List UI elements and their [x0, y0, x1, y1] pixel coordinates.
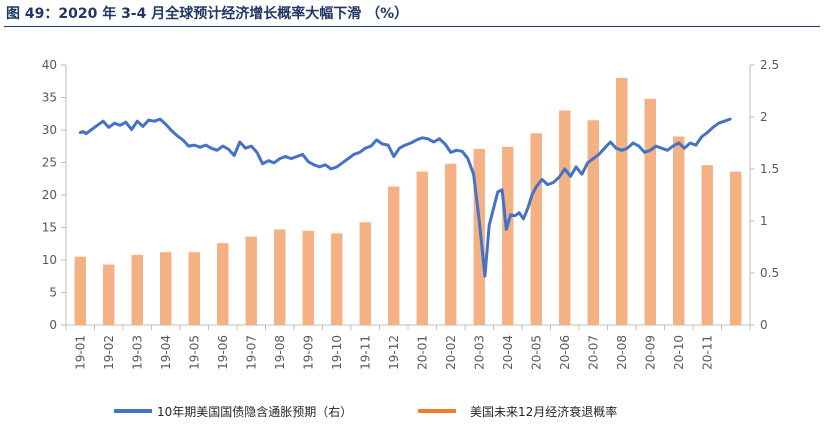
x-tick-label: 20-09 [643, 335, 657, 370]
chart-axes [61, 64, 755, 330]
legend-line-label: 10年期美国国债隐含通胀预期（右） [157, 404, 352, 419]
x-tick-label: 19-04 [159, 335, 173, 370]
bar-20-04 [502, 146, 514, 325]
bar-19-02 [103, 264, 115, 325]
x-tick-label: 19-03 [130, 335, 144, 370]
left-y-tick-label: 25 [42, 156, 57, 170]
inflation-expectation-line [78, 117, 732, 278]
bar-19-06 [217, 243, 229, 325]
left-y-tick-label: 35 [42, 91, 57, 105]
line-series [78, 117, 732, 278]
x-tick-label: 19-05 [187, 335, 201, 370]
x-tick-label: 20-08 [615, 335, 629, 370]
x-tick-label: 19-01 [73, 335, 87, 370]
bar-19-01 [74, 256, 86, 325]
right-y-tick-label: 2.5 [760, 58, 779, 72]
combo-chart: 0 5 10 15 20 25 30 35 40 0 0.5 1 1.5 2 2.5 19-01 19-02 19… [42, 58, 779, 419]
bar-20-11 [701, 165, 713, 325]
left-y-tick-label: 40 [42, 58, 57, 72]
title-divider [4, 26, 820, 27]
bar-19-10 [331, 233, 343, 325]
bar-19-03 [131, 254, 143, 325]
bar-20-07 [587, 120, 599, 325]
bar-20-06 [559, 110, 571, 325]
x-tick-label: 20-06 [558, 335, 572, 370]
bar-20-10 [673, 136, 685, 325]
x-tick-label: 19-07 [244, 335, 258, 370]
x-tick-label: 20-04 [501, 335, 515, 370]
bar-19-05 [188, 252, 200, 325]
left-y-tick-label: 20 [42, 188, 57, 202]
x-tick-label: 20-10 [672, 335, 686, 370]
left-y-tick-label: 5 [49, 286, 57, 300]
right-y-tick-label: 1.5 [760, 162, 779, 176]
right-y-tick-label: 2 [760, 110, 768, 124]
bar-20-12 [730, 171, 742, 325]
bar-20-03 [473, 148, 485, 325]
bar-20-09 [644, 98, 656, 325]
chart-container: 0 5 10 15 20 25 30 35 40 0 0.5 1 1.5 2 2.5 19-01 19-02 19… [0, 28, 824, 443]
x-tick-label: 20-11 [700, 335, 714, 370]
x-tick-label: 19-06 [216, 335, 230, 370]
chart-title: 图 49：2020 年 3-4 月全球预计经济增长概率大幅下滑 （%） [6, 6, 409, 22]
left-y-tick-label: 15 [42, 221, 57, 235]
bar-19-08 [274, 229, 286, 325]
bar-20-02 [445, 163, 457, 325]
x-tick-label: 20-07 [586, 335, 600, 370]
right-y-tick-label: 0 [760, 318, 768, 332]
left-y-tick-label: 10 [42, 253, 57, 267]
bar-20-08 [616, 78, 628, 325]
bar-19-09 [302, 230, 314, 325]
x-tick-label: 19-10 [330, 335, 344, 370]
legend-bar-label: 美国未来12月经济衰退概率 [470, 404, 617, 419]
bar-20-01 [416, 171, 428, 325]
x-tick-label: 19-08 [273, 335, 287, 370]
bar-series [74, 78, 742, 325]
bar-19-04 [160, 252, 172, 325]
chart-legend: 10年期美国国债隐含通胀预期（右） 美国未来12月经济衰退概率 [114, 404, 617, 419]
x-tick-label: 19-11 [358, 335, 372, 370]
bar-19-07 [245, 236, 257, 325]
x-tick-label: 19-12 [387, 335, 401, 370]
left-y-tick-label: 0 [49, 318, 57, 332]
x-tick-label: 19-09 [301, 335, 315, 370]
bar-19-12 [388, 186, 400, 325]
left-y-tick-label: 30 [42, 123, 57, 137]
tick-labels: 0 5 10 15 20 25 30 35 40 0 0.5 1 1.5 2 2.5 19-01 19-02 19… [42, 58, 779, 370]
bar-20-05 [530, 133, 542, 325]
x-tick-label: 19-02 [102, 335, 116, 370]
x-tick-label: 20-03 [472, 335, 486, 370]
bar-19-11 [359, 222, 371, 325]
x-tick-label: 20-01 [415, 335, 429, 370]
right-y-tick-label: 1 [760, 214, 768, 228]
right-y-tick-label: 0.5 [760, 266, 779, 280]
x-tick-label: 20-02 [444, 335, 458, 370]
x-tick-label: 20-05 [529, 335, 543, 370]
